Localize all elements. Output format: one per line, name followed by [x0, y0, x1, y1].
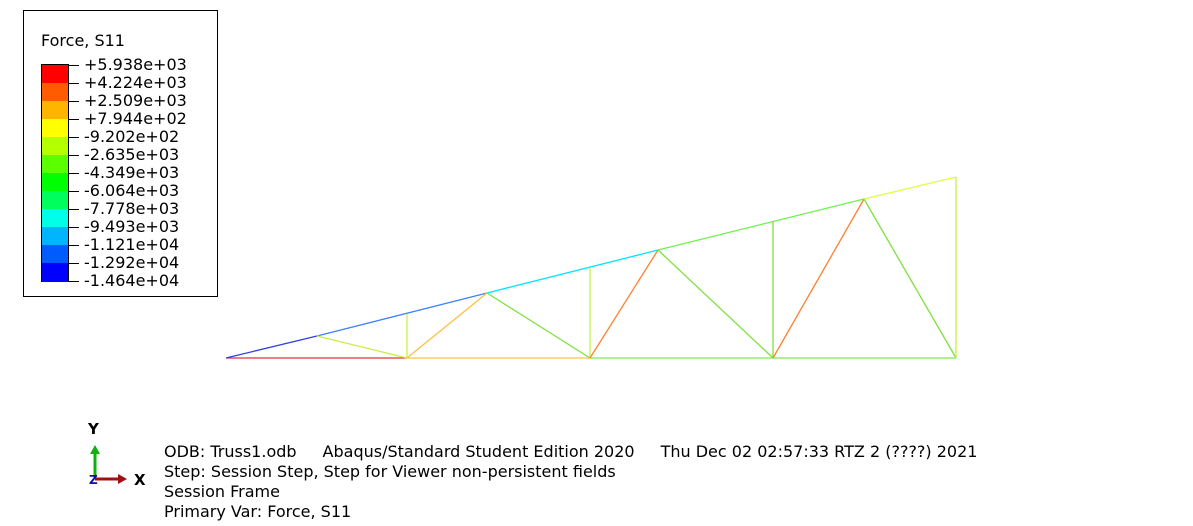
legend-swatch: [42, 155, 68, 174]
legend-value-label: -9.493e+03: [84, 217, 180, 236]
truss-member: [863, 198, 957, 359]
legend-tick: [69, 137, 79, 138]
legend-tick: [69, 101, 79, 102]
triad-x-arrow: [118, 474, 127, 484]
legend-value-label: -4.349e+03: [84, 163, 180, 182]
legend-value-label: -1.292e+04: [84, 253, 180, 272]
viewport-info: ODB: Truss1.odb Abaqus/Standard Student E…: [164, 442, 977, 522]
legend-value-label: +4.224e+03: [84, 73, 187, 92]
legend-value-label: -9.202e+02: [84, 127, 180, 146]
legend-tick: [69, 227, 79, 228]
triad-z-label: Z: [89, 473, 98, 487]
legend-tick: [69, 119, 79, 120]
legend-value-label: -1.121e+04: [84, 235, 180, 254]
timestamp-text: Thu Dec 02 02:57:33 RTZ 2 (????) 2021: [660, 442, 978, 461]
triad-y-label: Y: [87, 420, 100, 438]
legend-swatch: [42, 65, 68, 84]
truss-member: [316, 292, 488, 337]
truss-member: [225, 335, 318, 359]
info-line-1: ODB: Truss1.odb Abaqus/Standard Student E…: [164, 442, 977, 462]
edition-text: Abaqus/Standard Student Edition 2020: [322, 442, 635, 461]
step-text: Step: Session Step, Step for Viewer non-…: [164, 462, 616, 481]
truss-member: [772, 198, 865, 359]
legend-swatch: [42, 263, 68, 282]
triad-x-label: X: [134, 471, 146, 488]
legend-value-label: -6.064e+03: [84, 181, 180, 200]
legend-title: Force, S11: [41, 31, 125, 50]
legend-swatch: [42, 83, 68, 102]
truss-member: [486, 292, 591, 359]
legend-tick: [69, 245, 79, 246]
legend-swatch: [42, 101, 68, 120]
legend-value-label: +7.944e+02: [84, 109, 187, 128]
truss-member: [657, 249, 774, 359]
truss-member: [657, 198, 865, 251]
legend-swatch: [42, 245, 68, 264]
legend-swatch: [42, 173, 68, 192]
legend-color-bar: [41, 64, 69, 282]
legend-tick: [69, 65, 79, 66]
legend-swatch: [42, 209, 68, 228]
frame-text: Session Frame: [164, 482, 280, 501]
legend-tick: [69, 173, 79, 174]
legend-tick: [69, 191, 79, 192]
odb-name: ODB: Truss1.odb: [164, 442, 297, 461]
legend-swatch: [42, 191, 68, 210]
truss-members: [225, 176, 957, 359]
legend-value-label: -2.635e+03: [84, 145, 180, 164]
truss-member: [486, 249, 659, 294]
primary-var-text: Primary Var: Force, S11: [164, 502, 352, 521]
truss-member: [589, 249, 659, 359]
legend-swatch: [42, 227, 68, 246]
axis-triad: Y X Z: [87, 420, 146, 488]
truss-member: [406, 292, 488, 359]
legend-value-label: +2.509e+03: [84, 91, 187, 110]
legend-value-label: +5.938e+03: [84, 55, 187, 74]
truss-member: [863, 176, 957, 200]
triad-y-arrow: [90, 445, 100, 454]
contour-legend: Force, S11 +5.938e+03 +4.224e+03 +2.509e+0…: [23, 10, 218, 297]
legend-swatch: [42, 137, 68, 156]
legend-value-label: -7.778e+03: [84, 199, 180, 218]
legend-tick: [69, 83, 79, 84]
legend-tick: [69, 263, 79, 264]
legend-tick: [69, 155, 79, 156]
legend-tick: [69, 281, 79, 282]
legend-swatch: [42, 119, 68, 138]
truss-member: [316, 335, 408, 359]
legend-value-label: -1.464e+04: [84, 271, 180, 290]
legend-tick: [69, 209, 79, 210]
